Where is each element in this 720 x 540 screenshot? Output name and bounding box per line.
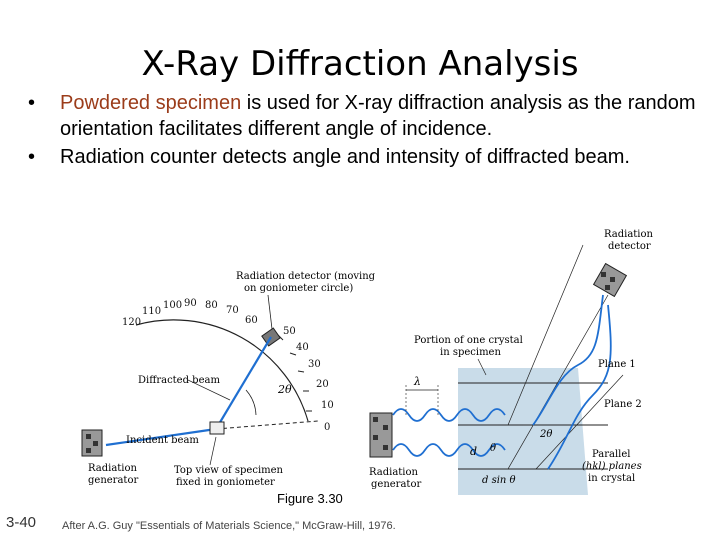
crystal-label: Portion of one crystal <box>414 335 523 346</box>
scale-label-10: 10 <box>321 400 334 411</box>
generator-label-right: Radiation <box>369 467 419 478</box>
detector-label-right-2: detector <box>608 241 651 252</box>
parallel-label: Parallel <box>592 449 631 460</box>
incident-wave-1 <box>392 408 506 422</box>
detector-label: Radiation detector (moving <box>236 271 376 282</box>
incident-beam-label: Incident beam <box>126 435 199 446</box>
incident-wave-2 <box>392 443 506 457</box>
plane2-label: Plane 2 <box>604 399 642 410</box>
diffracted-wave-2 <box>547 304 612 470</box>
goniometer-arc <box>135 319 309 422</box>
detector-label-2: on goniometer circle) <box>244 283 353 294</box>
specimen-icon <box>209 421 225 435</box>
figure-caption: Figure 3.30 <box>277 491 343 506</box>
generator-label-left: Radiation <box>88 463 138 474</box>
detector-label-right: Radiation <box>604 229 654 240</box>
generator-label-left-2: generator <box>88 475 138 486</box>
bullet-text: Radiation counter detects angle and inte… <box>60 146 630 168</box>
generator-label-right-2: generator <box>371 479 421 490</box>
undeviated-beam-line <box>215 420 319 430</box>
incident-beam-line <box>105 427 217 447</box>
parallel-label-2: (hkl) planes <box>582 461 642 472</box>
caption-number: 3.30 <box>317 491 343 506</box>
scale-label-90: 90 <box>184 298 197 309</box>
two-theta-label-right: 2θ <box>539 429 552 440</box>
bullet-dot: • <box>28 92 36 114</box>
scale-label-100: 100 <box>163 300 182 311</box>
goniometer-diagram: 120 110 100 90 80 70 60 50 40 30 20 10 0… <box>81 271 376 488</box>
scale-label-30: 30 <box>308 359 321 370</box>
scale-label-0: 0 <box>324 422 330 433</box>
dsin-label: d sin θ <box>482 475 516 486</box>
specimen-label: Top view of specimen <box>174 465 284 476</box>
scale-label-60: 60 <box>245 315 258 326</box>
scale-label-50: 50 <box>283 326 296 337</box>
slide-title: X-Ray Diffraction Analysis <box>141 44 579 84</box>
diffracted-beam-label: Diffracted beam <box>138 375 220 386</box>
parallel-label-3: in crystal <box>588 473 635 484</box>
bullet-dot: • <box>28 146 36 168</box>
diffracted-beam-line <box>215 336 272 430</box>
crystal-region <box>458 368 588 495</box>
bullet-list: • Powdered specimen is used for X-ray di… <box>28 90 708 172</box>
source-credit: After A.G. Guy "Essentials of Materials … <box>62 520 396 532</box>
caption-word: Figure <box>277 491 314 506</box>
plane1-label: Plane 1 <box>598 359 636 370</box>
radiation-generator-icon <box>81 429 103 457</box>
theta-label: θ <box>490 443 496 454</box>
scale-label-110: 110 <box>142 306 161 317</box>
slide-number: 3-40 <box>6 514 37 531</box>
scale-label-120: 120 <box>122 317 141 328</box>
bullet-item-1: • Powdered specimen is used for X-ray di… <box>28 90 708 142</box>
scale-label-20: 20 <box>316 379 329 390</box>
bullet-item-2: • Radiation counter detects angle and in… <box>28 144 708 170</box>
scale-label-80: 80 <box>205 300 218 311</box>
scale-label-70: 70 <box>226 305 239 316</box>
d-label: d <box>470 445 477 458</box>
scale-label-40: 40 <box>296 342 309 353</box>
diffracted-wave-1 <box>532 294 604 426</box>
xrd-figure: 120 110 100 90 80 70 60 50 40 30 20 10 0… <box>81 229 654 495</box>
two-theta-label: 2θ <box>277 383 292 396</box>
bragg-diagram: Radiation detector λ Radiation generator… <box>369 229 654 495</box>
specimen-label-2: fixed in goniometer <box>176 477 275 488</box>
crystal-label-2: in specimen <box>440 347 501 358</box>
lambda-label: λ <box>413 375 421 388</box>
bullet-highlight: Powdered specimen <box>60 92 242 114</box>
bullet-text: is used for X-ray diffraction analysis a… <box>60 92 696 140</box>
